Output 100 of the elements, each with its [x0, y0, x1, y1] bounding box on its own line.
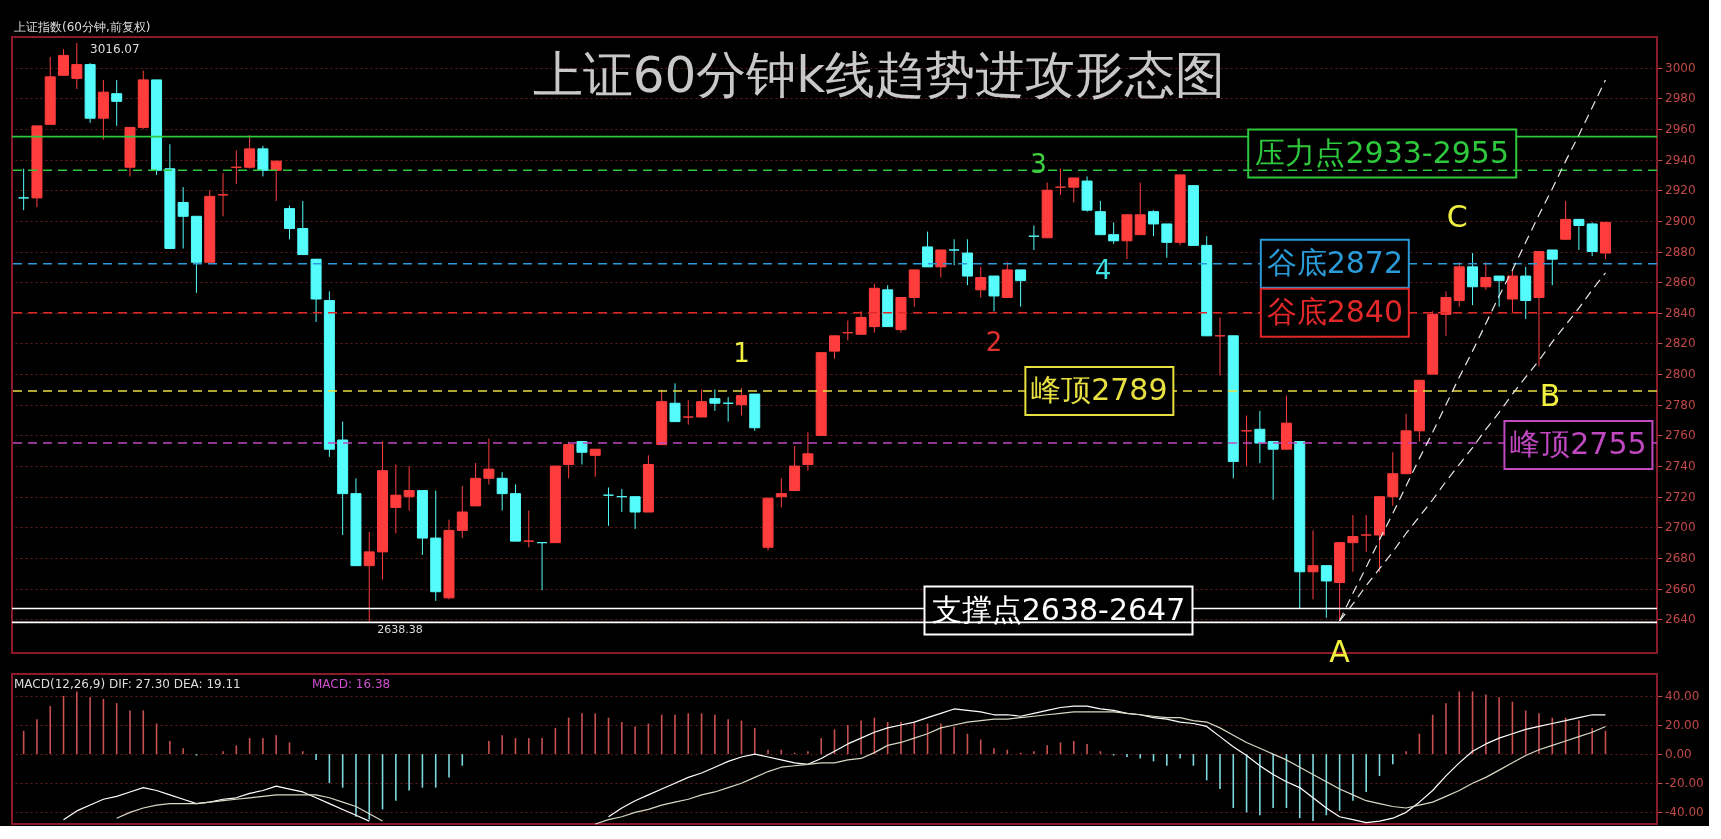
annotation: MACD(12,26,9) DIF: 27.30 DEA: 19.11: [14, 677, 241, 691]
candlestick: [1241, 414, 1253, 467]
y-tick-label: 2840: [1665, 305, 1696, 320]
candlestick: [948, 238, 960, 266]
candlestick: [177, 186, 189, 249]
candlestick: [1094, 200, 1106, 236]
candlestick: [1387, 451, 1399, 507]
y-tick-label: 3000: [1665, 60, 1696, 75]
candlestick: [1440, 290, 1452, 337]
annotation: 1: [733, 337, 750, 368]
y-tick-label: 2920: [1665, 183, 1696, 198]
candlestick: [18, 168, 30, 211]
y-tick-label: 2900: [1665, 213, 1696, 228]
ref-line-label: 谷底2840: [1266, 293, 1403, 329]
annotation: 2638.38: [377, 622, 423, 636]
candlestick: [284, 205, 295, 240]
candlestick: [257, 145, 269, 177]
candlestick: [829, 335, 840, 360]
chart-title: 上证60分钟k线趋势进攻形态图: [532, 46, 1226, 104]
candlestick: [1320, 565, 1332, 619]
y-tick-label: 2720: [1665, 489, 1696, 504]
candlestick: [523, 509, 535, 548]
y-tick-label: 2860: [1665, 275, 1696, 290]
candlestick: [1467, 252, 1479, 306]
candlestick: [111, 79, 123, 127]
candlestick: [696, 388, 708, 418]
candlestick: [576, 441, 588, 466]
candlestick: [735, 387, 747, 416]
annotation: 2: [985, 327, 1003, 358]
candlestick: [1506, 269, 1518, 314]
y-tick-label: 2640: [1665, 612, 1696, 627]
y-tick-label: 2980: [1665, 91, 1696, 106]
candlestick: [775, 477, 787, 508]
y-tick-label: 2680: [1665, 550, 1696, 565]
y-tick-label: 20.00: [1665, 717, 1700, 732]
y-tick-label: 2960: [1665, 121, 1696, 136]
y-tick-label: 0.00: [1665, 747, 1692, 762]
candlestick: [363, 531, 375, 623]
y-tick-label: 2880: [1665, 244, 1696, 259]
candlestick: [58, 48, 70, 76]
y-tick-label: -20.00: [1665, 776, 1704, 791]
candlestick: [270, 160, 282, 202]
candlestick: [1493, 275, 1505, 308]
candlestick: [1028, 224, 1040, 251]
candlestick: [842, 319, 854, 341]
y-tick-label: 2940: [1665, 152, 1696, 167]
candlestick: [217, 172, 229, 217]
candlestick: [935, 249, 947, 279]
candlestick: [1134, 182, 1146, 236]
text: 上证指数(60分钟,前复权): [14, 20, 151, 34]
candlestick: [669, 382, 681, 423]
candlestick: [390, 464, 402, 534]
candlestick: [1161, 223, 1173, 259]
candlestick: [483, 437, 495, 485]
ref-line-label: 峰顶2755: [1510, 426, 1647, 462]
candlestick: [1546, 249, 1558, 286]
candlestick: [1347, 514, 1359, 573]
y-tick-label: 2660: [1665, 581, 1696, 596]
candlestick: [1360, 514, 1372, 553]
annotation: 4: [1094, 255, 1112, 286]
candlestick: [1054, 168, 1066, 196]
candlestick: [802, 431, 814, 472]
ref-line-label: 谷底2872: [1266, 244, 1403, 280]
candlestick: [988, 275, 1000, 312]
candlestick: [1108, 221, 1120, 245]
annotation: MACD: 16.38: [312, 677, 391, 691]
candlestick: [975, 266, 987, 298]
y-tick-label: 2740: [1665, 459, 1696, 474]
annotation: B: [1539, 378, 1561, 413]
y-tick-label: 2800: [1665, 367, 1696, 382]
candlestick: [589, 448, 601, 478]
candlestick: [709, 388, 721, 412]
candlestick: [961, 238, 973, 286]
candlestick: [722, 396, 734, 423]
candlestick: [1068, 177, 1080, 203]
ref-line-label: 压力点2933-2955: [1255, 134, 1509, 170]
candlestick: [496, 471, 508, 511]
candlestick: [1148, 209, 1160, 237]
candlestick: [403, 465, 415, 511]
candlestick: [230, 149, 242, 185]
annotation: C: [1446, 199, 1468, 235]
candlestick: [1560, 200, 1572, 240]
candlestick: [536, 542, 548, 591]
y-tick-label: -40.00: [1665, 805, 1704, 820]
y-tick-label: 2820: [1665, 336, 1696, 351]
y-tick-label: 40.00: [1665, 688, 1700, 703]
candlestick: [1214, 316, 1226, 377]
y-tick-label: 2700: [1665, 520, 1696, 535]
y-tick-label: 2780: [1665, 397, 1696, 412]
candlestick: [1573, 218, 1585, 251]
candlestick: [1480, 261, 1492, 291]
candlestick: [855, 310, 867, 335]
candlestick: [563, 441, 575, 479]
annotation: 3016.07: [90, 42, 140, 56]
candlestick: [629, 496, 641, 530]
candlestick: [244, 134, 256, 170]
candlestick: [603, 487, 615, 527]
y-tick-label: 2760: [1665, 428, 1696, 443]
ref-line-label: 峰顶2789: [1031, 371, 1168, 407]
candlestick: [456, 485, 468, 539]
